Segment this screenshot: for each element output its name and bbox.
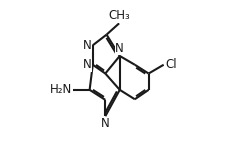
Text: N: N — [83, 58, 92, 71]
Text: H₂N: H₂N — [50, 83, 72, 96]
Text: CH₃: CH₃ — [108, 9, 130, 22]
Text: N: N — [115, 42, 124, 55]
Text: N: N — [83, 39, 92, 52]
Text: N: N — [101, 118, 110, 130]
Text: Cl: Cl — [165, 58, 177, 71]
